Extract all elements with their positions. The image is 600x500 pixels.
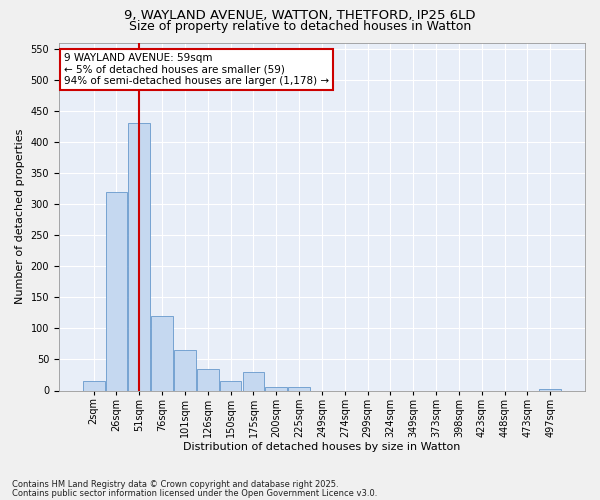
Bar	[106, 192, 127, 390]
Bar	[288, 388, 310, 390]
Bar	[265, 388, 287, 390]
Text: Contains public sector information licensed under the Open Government Licence v3: Contains public sector information licen…	[12, 489, 377, 498]
Text: Size of property relative to detached houses in Watton: Size of property relative to detached ho…	[129, 20, 471, 33]
Text: Contains HM Land Registry data © Crown copyright and database right 2025.: Contains HM Land Registry data © Crown c…	[12, 480, 338, 489]
Bar	[242, 372, 265, 390]
Text: 9, WAYLAND AVENUE, WATTON, THETFORD, IP25 6LD: 9, WAYLAND AVENUE, WATTON, THETFORD, IP2…	[124, 9, 476, 22]
Y-axis label: Number of detached properties: Number of detached properties	[15, 129, 25, 304]
Bar	[197, 369, 218, 390]
Bar	[83, 381, 104, 390]
Text: 9 WAYLAND AVENUE: 59sqm
← 5% of detached houses are smaller (59)
94% of semi-det: 9 WAYLAND AVENUE: 59sqm ← 5% of detached…	[64, 53, 329, 86]
X-axis label: Distribution of detached houses by size in Watton: Distribution of detached houses by size …	[183, 442, 461, 452]
Bar	[151, 316, 173, 390]
Bar	[174, 350, 196, 391]
Bar	[128, 124, 150, 390]
Bar	[220, 381, 241, 390]
